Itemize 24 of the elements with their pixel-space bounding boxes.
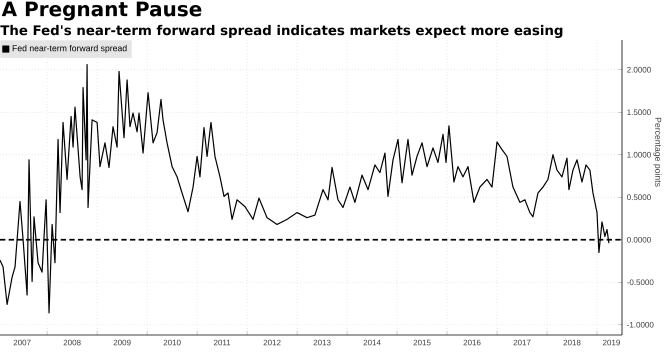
x-tick-label: 2013 xyxy=(314,340,331,346)
x-tick-label: 2012 xyxy=(264,340,281,346)
x-tick-label: 2017 xyxy=(514,340,531,346)
x-tick-label: 2018 xyxy=(564,340,581,346)
x-tick-label: 2019 xyxy=(602,340,620,346)
y-tick-label: 2.0000 xyxy=(627,66,651,73)
y-tick-label: 1.5000 xyxy=(627,109,651,116)
y-tick-label: -0.5000 xyxy=(627,279,654,286)
x-tick-label: 2016 xyxy=(464,340,481,346)
y-tick-label: 0.0000 xyxy=(627,236,651,243)
chart-subtitle: The Fed's near-term forward spread indicates markets expect more easing xyxy=(0,24,562,38)
x-tick-label: 2010 xyxy=(164,340,181,346)
x-tick-label: 2008 xyxy=(64,340,81,346)
y-tick-label: 0.5000 xyxy=(627,194,651,200)
x-tick-label: 2015 xyxy=(414,340,431,346)
chart-title: A Pregnant Pause xyxy=(2,2,202,20)
y-tick-label: 1.0000 xyxy=(627,152,651,158)
x-tick-label: 2007 xyxy=(14,340,31,346)
x-tick-label: 2009 xyxy=(114,340,131,346)
y-axis-title: Percentage points xyxy=(653,118,662,187)
y-tick-label: -1.0000 xyxy=(627,322,654,328)
x-tick-label: 2014 xyxy=(364,340,381,346)
x-tick-label: 2011 xyxy=(214,340,230,346)
legend-label: Fed near-term forward spread xyxy=(12,44,127,53)
